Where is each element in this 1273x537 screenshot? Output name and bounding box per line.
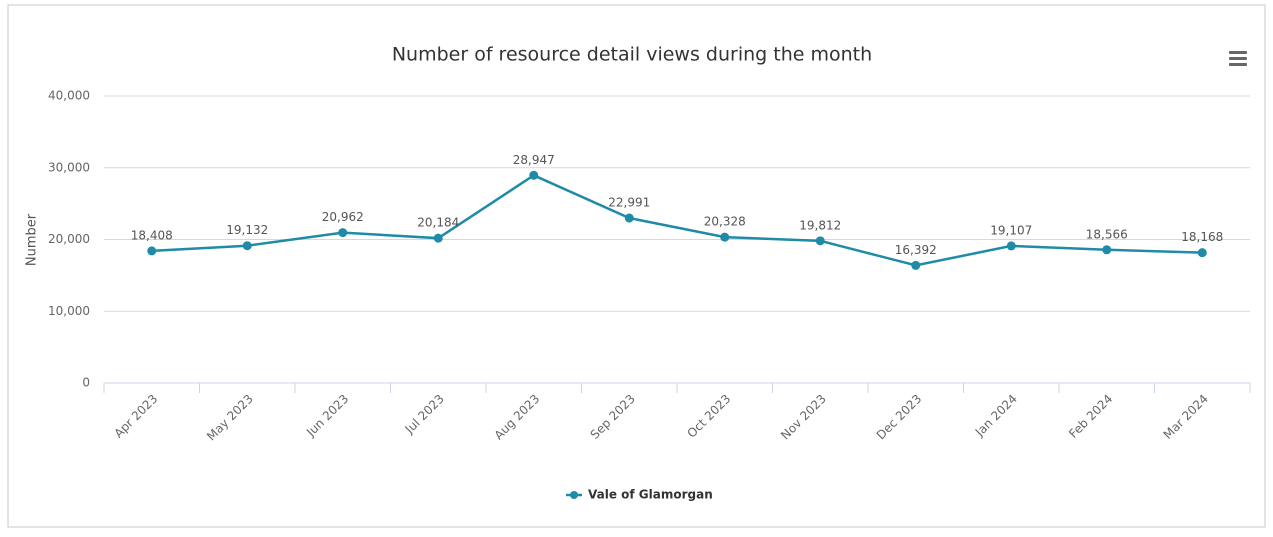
point-marker [815, 236, 825, 246]
menu-bar [1229, 63, 1247, 66]
point-marker [1006, 241, 1016, 251]
data-label: 16,392 [895, 243, 937, 257]
point-marker [624, 213, 634, 223]
y-tick-label: 40,000 [48, 89, 90, 103]
menu-button[interactable] [1229, 51, 1247, 66]
point-marker [147, 246, 157, 256]
point-marker [242, 241, 252, 251]
legend-symbol [570, 491, 578, 499]
data-label: 22,991 [608, 196, 650, 210]
data-label: 18,408 [131, 228, 173, 242]
point-marker [338, 228, 348, 238]
legend: Vale of Glamorgan [566, 488, 713, 502]
y-tick-label: 20,000 [48, 232, 90, 246]
data-label: 18,168 [1181, 230, 1223, 244]
data-label: 20,328 [704, 215, 746, 229]
data-label: 20,184 [417, 216, 459, 230]
point-marker [433, 233, 443, 243]
point-marker [720, 232, 730, 242]
data-label: 19,132 [226, 223, 268, 237]
menu-bar [1229, 57, 1247, 60]
menu-bar [1229, 51, 1247, 54]
data-label: 19,812 [799, 218, 841, 232]
data-label: 18,566 [1086, 227, 1128, 241]
point-marker [911, 260, 921, 270]
data-label: 20,962 [322, 210, 364, 224]
y-axis-label: Number [25, 213, 40, 266]
legend-label: Vale of Glamorgan [588, 488, 713, 502]
point-marker [1102, 245, 1112, 255]
point-marker [1197, 248, 1207, 258]
y-tick-label: 0 [82, 376, 90, 390]
point-marker [529, 170, 539, 180]
y-tick-label: 30,000 [48, 160, 90, 174]
data-label: 19,107 [990, 223, 1032, 237]
data-label: 28,947 [513, 153, 555, 167]
chart-title: Number of resource detail views during t… [392, 44, 872, 66]
y-tick-label: 10,000 [48, 304, 90, 318]
series-line [151, 173, 1203, 267]
chart-frame [7, 4, 1266, 528]
